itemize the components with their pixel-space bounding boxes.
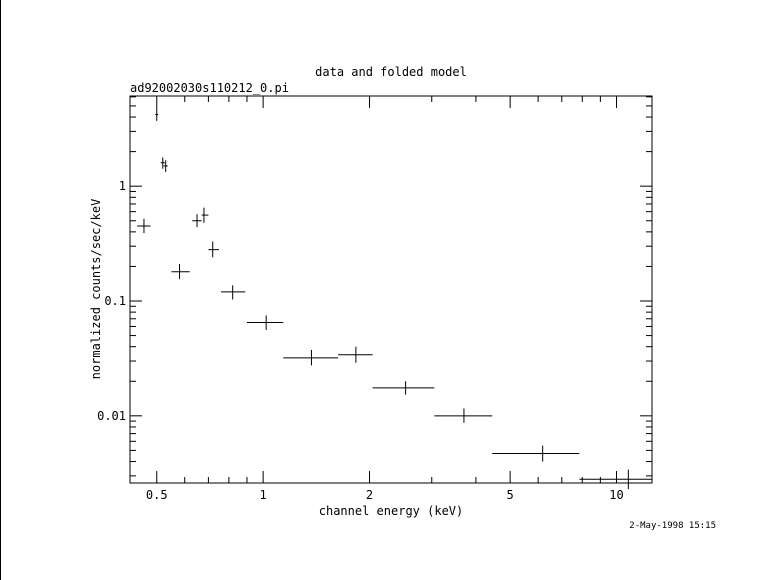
data-point [208, 241, 219, 258]
x-tick-label: 0.5 [146, 488, 168, 502]
y-axis-label: normalized counts/sec/keV [89, 199, 103, 380]
data-point [221, 285, 246, 300]
data-point [155, 107, 159, 121]
data-point [579, 469, 652, 490]
data-points [137, 107, 652, 490]
timestamp: 2-May-1998 15:15 [629, 521, 716, 531]
data-point [338, 346, 373, 363]
data-point [246, 315, 284, 330]
y-tick-label: 1 [119, 179, 126, 193]
data-point [434, 408, 493, 423]
x-tick-label: 1 [260, 488, 267, 502]
axis-ticks [130, 96, 652, 483]
x-tick-label: 5 [507, 488, 514, 502]
axis-tick-labels: 0.5 1 2 5 10 0.01 0.1 1 [97, 179, 624, 502]
chart-title: data and folded model [315, 65, 467, 79]
data-point [201, 207, 209, 223]
x-axis-label: channel energy (keV) [319, 504, 464, 518]
y-tick-label: 0.1 [104, 294, 126, 308]
y-tick-label: 0.01 [97, 409, 126, 423]
x-tick-label: 2 [366, 488, 373, 502]
data-point [137, 218, 151, 234]
page-left-rule [0, 0, 1, 580]
plot-frame [129, 95, 653, 484]
data-point [171, 264, 190, 280]
data-point [163, 160, 168, 172]
data-point [160, 157, 165, 169]
chart-subtitle: ad92002030s110212_0.pi [130, 81, 289, 95]
data-point [492, 445, 580, 462]
data-point [192, 214, 202, 228]
data-point [372, 381, 435, 395]
x-tick-label: 10 [609, 488, 623, 502]
data-point [283, 349, 339, 366]
